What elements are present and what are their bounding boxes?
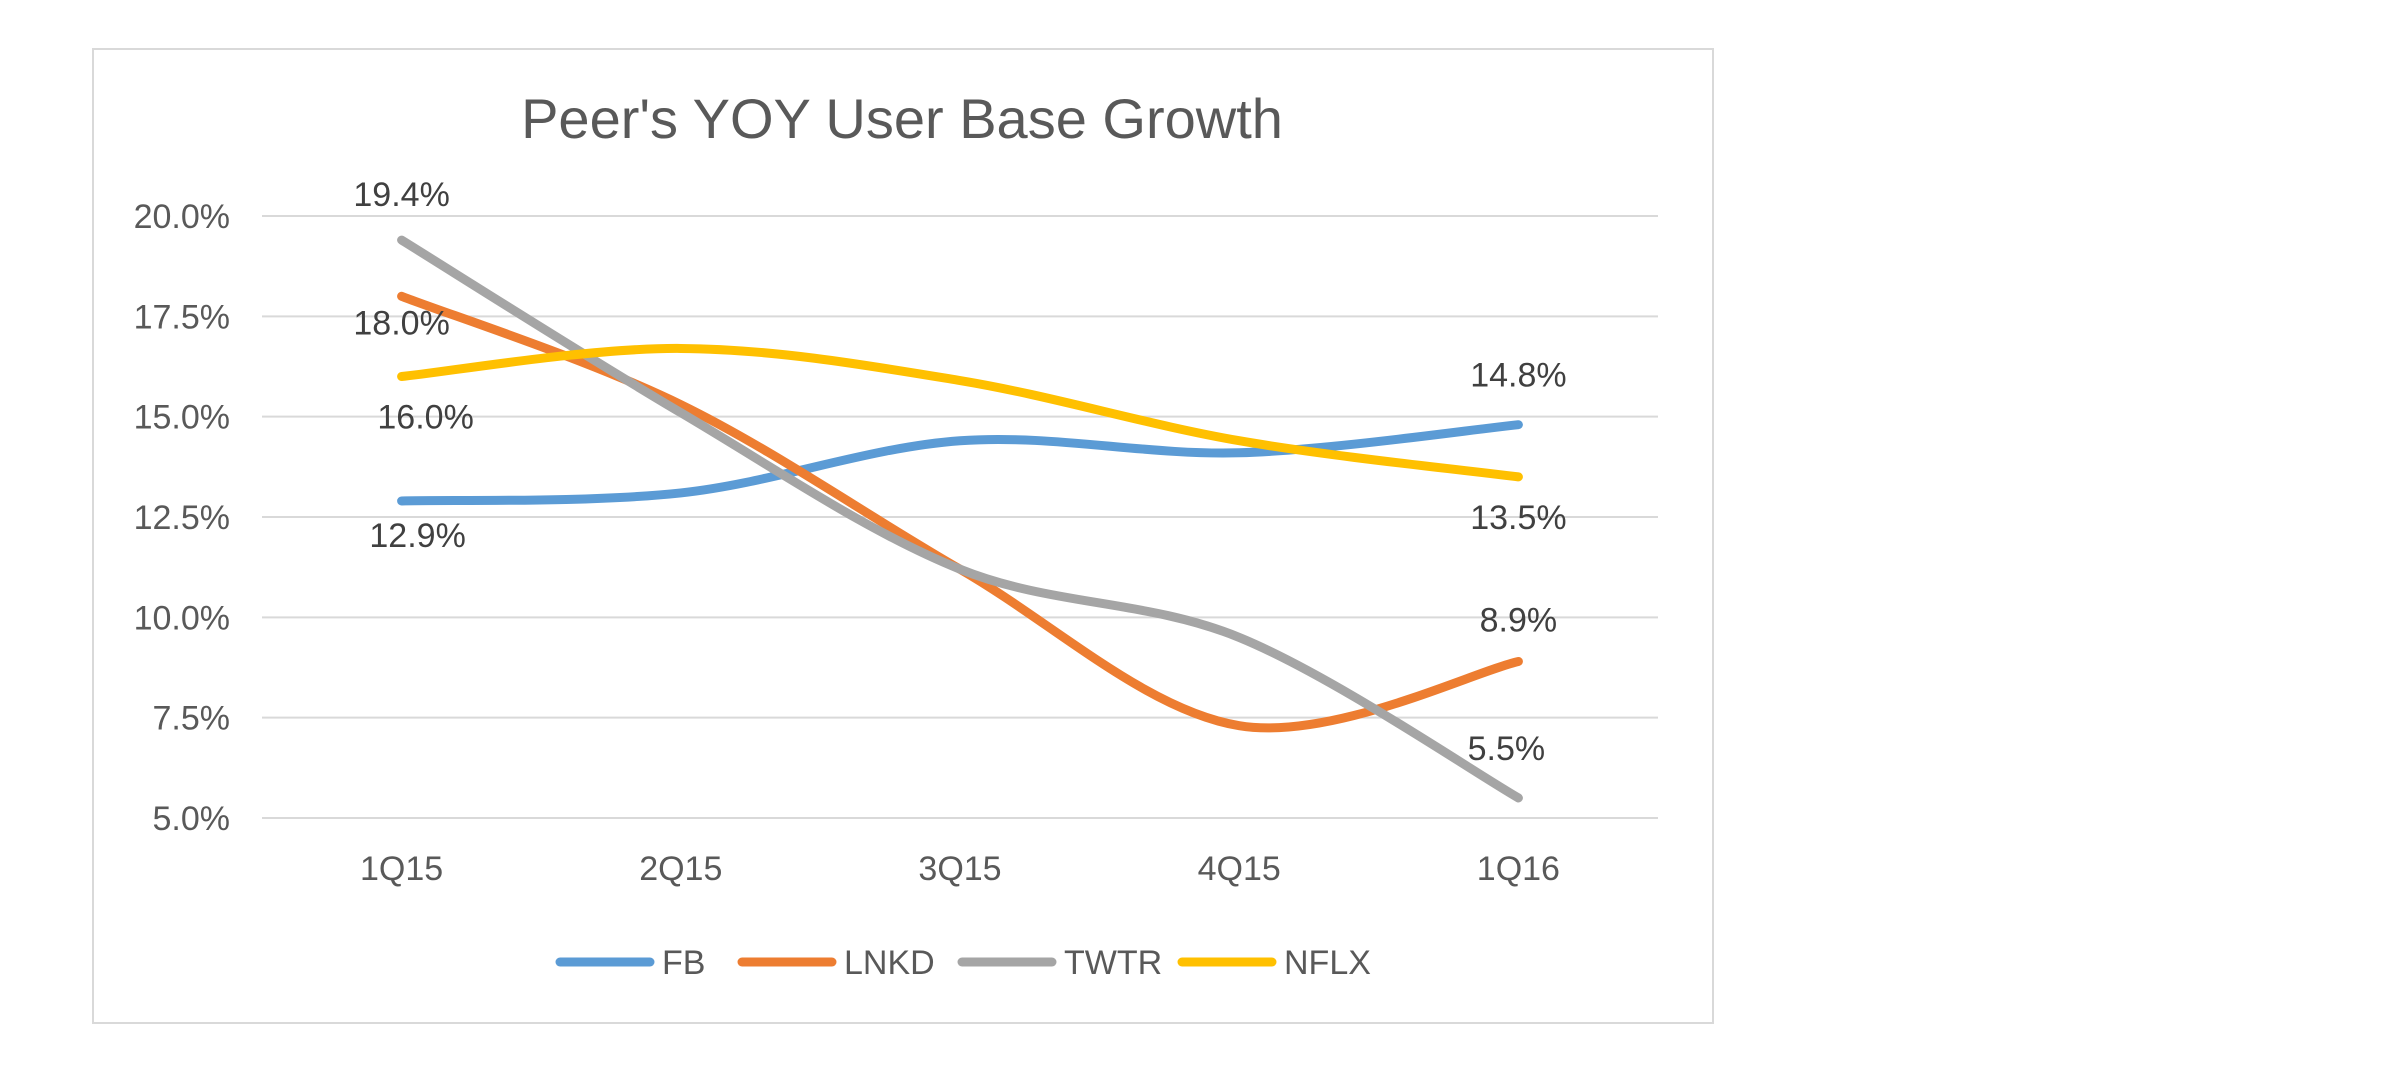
series-lines [397, 235, 1523, 803]
legend-label-lnkd: LNKD [844, 944, 935, 982]
data-label-twtr: 5.5% [1468, 730, 1546, 768]
chart-title: Peer's YOY User Base Growth [521, 87, 1283, 150]
y-tick-label: 12.5% [134, 499, 230, 537]
data-label-lnkd: 8.9% [1480, 601, 1558, 639]
y-tick-label: 15.0% [134, 399, 230, 437]
y-tick-label: 10.0% [134, 599, 230, 637]
x-tick-label: 3Q15 [918, 850, 1001, 888]
x-tick-label: 1Q15 [360, 850, 443, 888]
data-labels: 12.9% 14.8% 18.0% 8.9% 19.4% 5.5% 16.0% 13.5% [353, 176, 1566, 768]
data-label-fb: 12.9% [369, 517, 465, 555]
legend-label-twtr: TWTR [1064, 944, 1162, 982]
gridlines [262, 215, 1658, 819]
legend: FB LNKD TWTR NFLX [555, 944, 1371, 982]
y-tick-label: 20.0% [134, 198, 230, 236]
data-label-nflx: 16.0% [377, 399, 473, 437]
data-label-nflx: 13.5% [1470, 499, 1566, 537]
data-label-twtr: 19.4% [353, 176, 449, 214]
x-tick-label: 2Q15 [639, 850, 722, 888]
series-line-fb [397, 420, 1523, 506]
line-chart: Peer's YOY User Base Growth 5.0% 7.5% 10.0… [134, 87, 1658, 982]
y-axis-ticks: 5.0% 7.5% 10.0% 12.5% 15.0% 17.5% 20.0% [134, 198, 230, 838]
y-tick-label: 17.5% [134, 298, 230, 336]
series-line-nflx [397, 343, 1523, 482]
x-axis-ticks: 1Q15 2Q15 3Q15 4Q15 1Q16 [360, 850, 1560, 888]
series-line-twtr [397, 235, 1523, 803]
series-line-lnkd [397, 291, 1523, 733]
x-tick-label: 4Q15 [1198, 850, 1281, 888]
chart-frame: Peer's YOY User Base Growth 5.0% 7.5% 10.0… [92, 48, 1714, 1024]
data-label-lnkd: 18.0% [353, 304, 449, 342]
y-tick-label: 5.0% [153, 800, 231, 838]
legend-label-fb: FB [662, 944, 705, 982]
data-label-fb: 14.8% [1470, 357, 1566, 395]
x-tick-label: 1Q16 [1477, 850, 1560, 888]
legend-label-nflx: NFLX [1284, 944, 1371, 982]
y-tick-label: 7.5% [153, 700, 231, 738]
